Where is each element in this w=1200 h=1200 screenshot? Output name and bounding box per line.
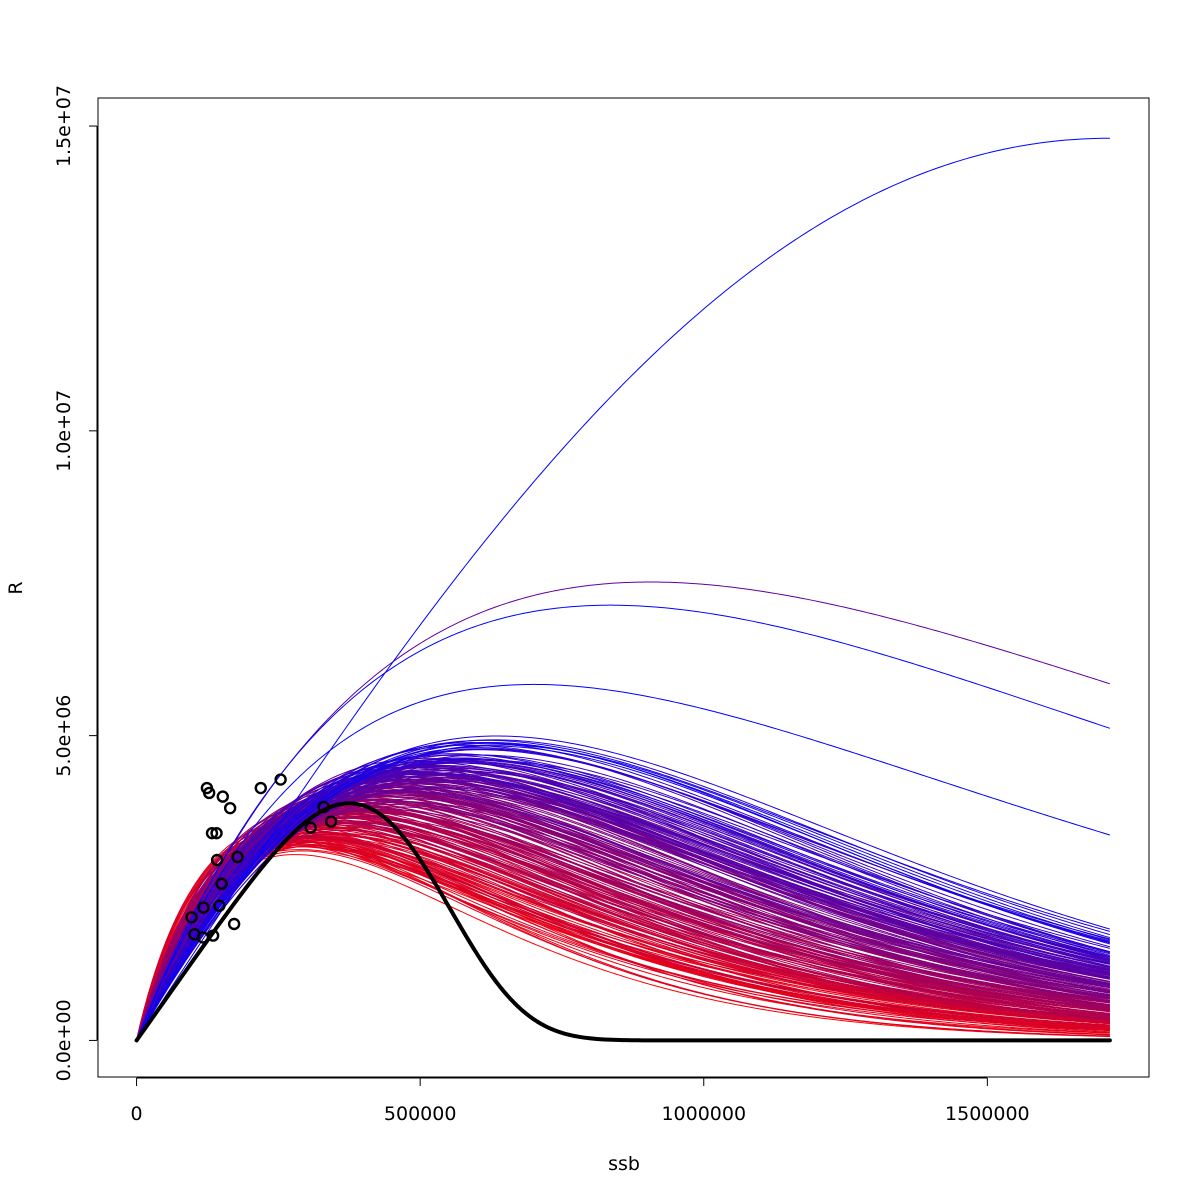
observed-point xyxy=(254,781,267,795)
ensemble-curve xyxy=(136,745,1110,1041)
observed-points xyxy=(185,773,338,944)
observed-point xyxy=(231,850,244,864)
y-tick-label: 0.0e+00 xyxy=(53,999,75,1081)
y-tick-label: 1.0e+07 xyxy=(53,390,75,472)
observed-point xyxy=(185,911,198,924)
observed-point xyxy=(324,815,338,828)
x-tick-label: 1500000 xyxy=(945,1103,1030,1125)
x-tick-label: 1000000 xyxy=(661,1103,746,1125)
observed-point xyxy=(274,773,287,786)
observed-point xyxy=(206,929,220,942)
observed-point xyxy=(227,917,241,931)
ensemble-curve xyxy=(136,782,1110,1041)
fitted-curve xyxy=(134,801,1112,1043)
x-axis: 0 500000 1000000 1500000 xyxy=(131,1077,1030,1125)
ensemble-curve xyxy=(136,742,1110,1041)
observed-point xyxy=(216,790,229,803)
observed-point xyxy=(213,899,226,912)
ensemble-curve xyxy=(136,762,1110,1041)
y-tick-label: 1.5e+07 xyxy=(53,85,75,167)
ensemble-curve xyxy=(136,785,1110,1041)
ensemble-curve xyxy=(136,744,1110,1041)
y-axis: 0.0e+00 5.0e+06 1.0e+07 1.5e+07 xyxy=(53,85,98,1081)
observed-point xyxy=(317,800,330,814)
ensemble-curve xyxy=(136,841,1110,1041)
ensemble-curve xyxy=(136,683,1111,1041)
ensemble-curve xyxy=(136,739,1110,1041)
ensemble-curve xyxy=(136,137,1110,1041)
ensemble-curve xyxy=(136,840,1110,1041)
ensemble-curves xyxy=(136,137,1111,1041)
ensemble-curve xyxy=(136,833,1110,1041)
ensemble-curve xyxy=(136,604,1111,1041)
observed-point xyxy=(197,901,210,914)
ensemble-curve xyxy=(136,735,1110,1041)
observed-point xyxy=(205,826,219,840)
ensemble-curve xyxy=(136,739,1110,1041)
plot-frame xyxy=(97,97,1150,1078)
ensemble-curve xyxy=(136,854,1110,1041)
ensemble-curve xyxy=(136,749,1110,1041)
ensemble-curve xyxy=(136,753,1110,1041)
x-tick-label: 500000 xyxy=(384,1103,457,1125)
ensemble-curve xyxy=(136,757,1110,1041)
observed-point xyxy=(223,801,237,815)
ensemble-curve xyxy=(136,789,1110,1041)
y-tick-label: 5.0e+06 xyxy=(53,695,75,777)
observed-point xyxy=(215,877,228,890)
observed-point xyxy=(304,821,317,834)
y-axis-title: R xyxy=(5,581,27,594)
ensemble-curve xyxy=(136,845,1110,1041)
ensemble-curve xyxy=(136,754,1110,1041)
observed-point xyxy=(210,826,223,840)
observed-point xyxy=(210,853,224,867)
observed-point xyxy=(202,786,216,800)
ensemble-curve xyxy=(136,773,1110,1041)
main-curve-layer xyxy=(134,801,1112,1043)
x-axis-title: ssb xyxy=(608,1153,640,1175)
x-tick-label: 0 xyxy=(131,1103,143,1125)
